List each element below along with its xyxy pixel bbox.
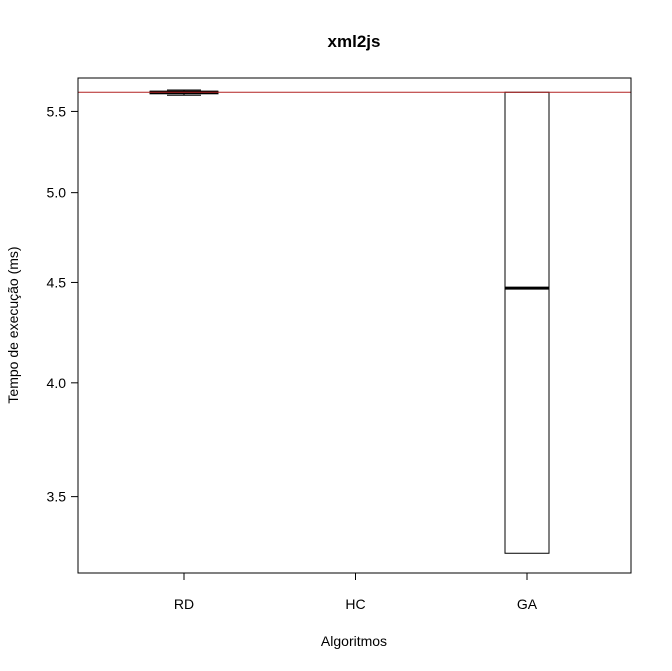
y-tick-label: 5.0	[47, 185, 67, 201]
y-tick-label: 3.5	[47, 489, 67, 505]
x-tick-label: GA	[517, 596, 538, 612]
y-tick-label: 4.0	[47, 375, 67, 391]
x-tick-label: HC	[345, 596, 365, 612]
chart-title: xml2js	[328, 32, 381, 51]
y-tick-label: 4.5	[47, 274, 67, 290]
x-axis: RD HC GA	[174, 573, 538, 612]
y-axis: 3.5 4.0 4.5 5.0 5.5	[47, 103, 78, 505]
y-axis-label: Tempo de execução (ms)	[5, 246, 21, 403]
x-tick-label: RD	[174, 596, 194, 612]
plot-frame	[77, 77, 632, 574]
x-axis-label: Algoritmos	[321, 633, 387, 649]
plot-area	[78, 89, 631, 554]
y-tick-label: 5.5	[47, 103, 67, 119]
